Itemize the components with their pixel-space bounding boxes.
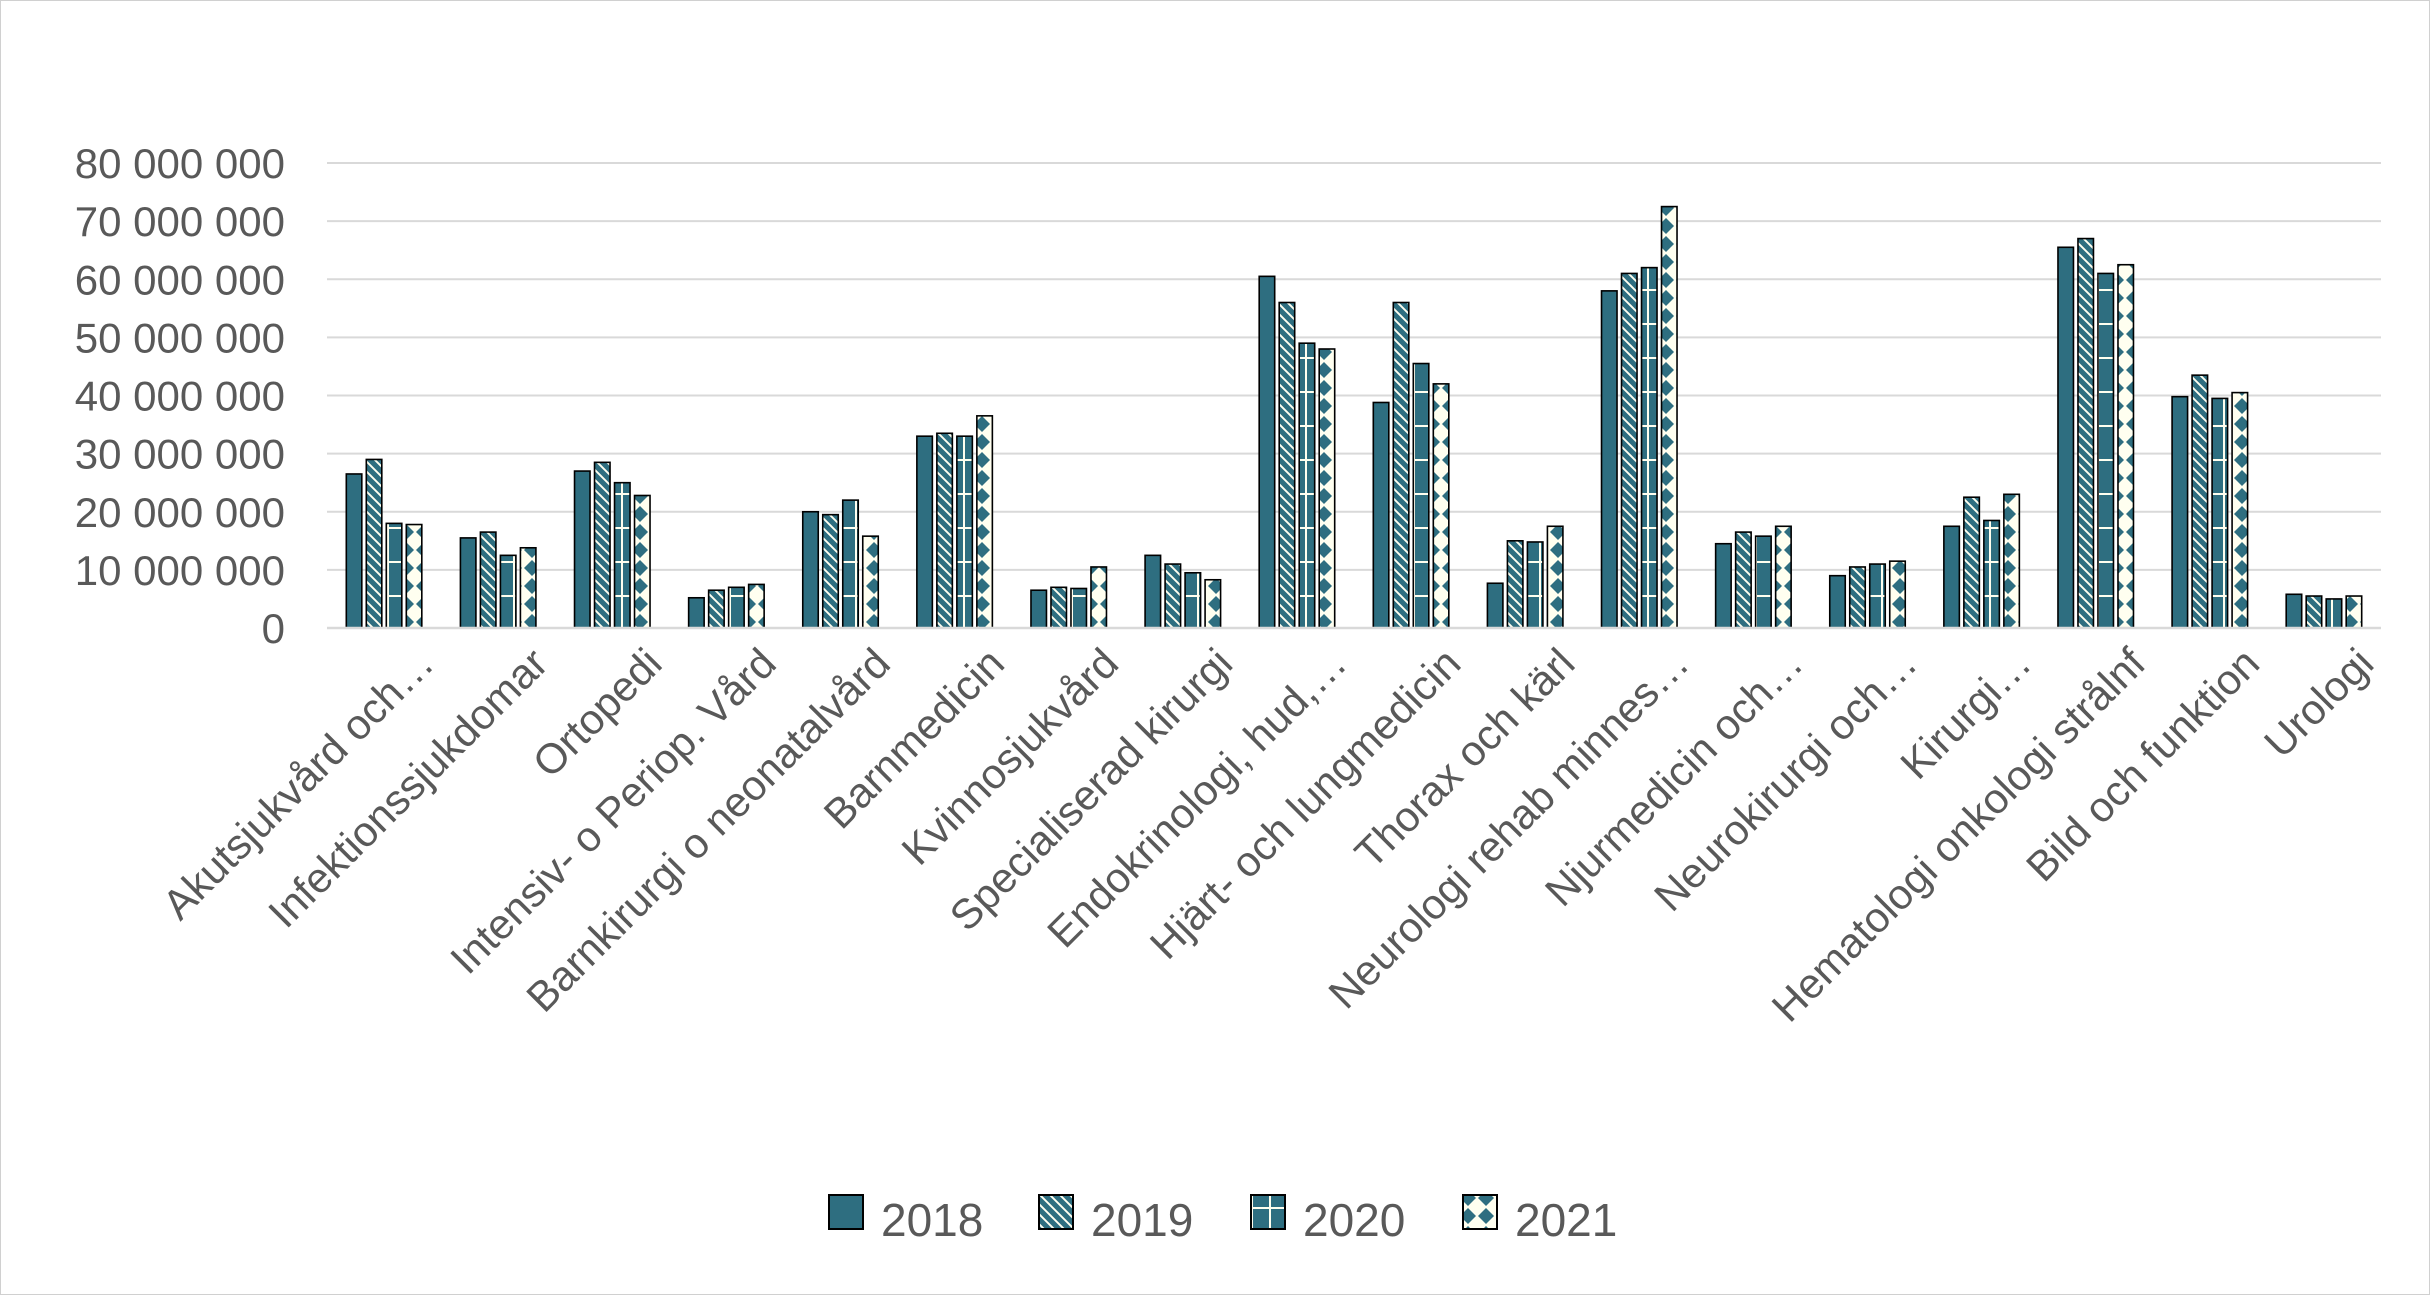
bar-2019-12 xyxy=(1620,272,1638,629)
bar-2021-4 xyxy=(747,583,765,629)
bar-2021-11 xyxy=(1546,525,1564,629)
bar-2020-7 xyxy=(1070,587,1088,629)
bar-2020-9 xyxy=(1298,342,1316,629)
bar-2021-16 xyxy=(2117,263,2135,629)
legend-label-2020: 2020 xyxy=(1303,1194,1405,1246)
y-tick-label: 30 000 000 xyxy=(75,431,285,478)
bar-2018-4 xyxy=(687,596,705,629)
bar-2019-9 xyxy=(1278,301,1296,629)
bar-2018-10 xyxy=(1372,401,1390,629)
bar-2018-8 xyxy=(1144,554,1162,629)
bar-2020-3 xyxy=(613,481,631,629)
bar-2018-18 xyxy=(2285,593,2303,629)
bar-2018-13 xyxy=(1714,542,1732,629)
bar-2018-16 xyxy=(2057,246,2075,629)
y-tick-label: 40 000 000 xyxy=(75,373,285,420)
bar-2021-15 xyxy=(2003,493,2021,629)
bar-2020-16 xyxy=(2097,272,2115,629)
bar-2020-4 xyxy=(727,586,745,629)
bar-2019-7 xyxy=(1050,586,1068,629)
legend-swatch-2020 xyxy=(1250,1194,1286,1230)
bar-2019-17 xyxy=(2191,374,2209,629)
legend-swatch-2019 xyxy=(1038,1194,1074,1230)
bar-2018-2 xyxy=(459,537,477,629)
x-tick-label: Urologi xyxy=(2255,639,2382,766)
bar-2019-16 xyxy=(2077,237,2095,629)
bar-2020-10 xyxy=(1412,362,1430,629)
bar-2018-11 xyxy=(1486,582,1504,629)
bar-2021-10 xyxy=(1432,383,1450,629)
bar-2020-8 xyxy=(1184,571,1202,629)
bar-2018-9 xyxy=(1258,275,1276,629)
y-tick-label: 0 xyxy=(262,605,285,652)
bar-2019-14 xyxy=(1848,566,1867,629)
bar-2021-6 xyxy=(976,415,994,629)
bar-2020-17 xyxy=(2211,397,2229,629)
bar-2019-11 xyxy=(1506,540,1524,629)
bar-2019-8 xyxy=(1164,563,1182,629)
bar-2018-3 xyxy=(573,470,591,629)
bar-2020-13 xyxy=(1754,535,1772,629)
y-axis-ticks: 0 10 000 000 20 000 000 30 000 000 40 000 00… xyxy=(75,140,285,652)
bar-2021-18 xyxy=(2345,595,2363,629)
bar-2018-1 xyxy=(345,473,363,629)
bar-2018-15 xyxy=(1943,525,1961,629)
bar-2020-14 xyxy=(1868,563,1887,629)
bar-2020-18 xyxy=(2325,598,2343,629)
legend-swatch-2021 xyxy=(1462,1194,1498,1230)
bar-2021-12 xyxy=(1660,205,1678,629)
y-tick-label: 20 000 000 xyxy=(75,489,285,536)
bar-2020-11 xyxy=(1526,541,1544,629)
bar-2019-15 xyxy=(1963,496,1981,629)
legend-swatch-2018 xyxy=(828,1194,864,1230)
bar-2019-5 xyxy=(821,513,840,629)
y-tick-label: 10 000 000 xyxy=(75,547,285,594)
bar-2019-4 xyxy=(707,589,725,629)
bar-2020-2 xyxy=(499,554,517,629)
y-tick-label: 80 000 000 xyxy=(75,140,285,187)
bar-2019-10 xyxy=(1392,301,1410,629)
bar-2018-5 xyxy=(801,510,820,629)
bar-2021-2 xyxy=(519,546,537,629)
bar-2021-14 xyxy=(1888,560,1907,629)
bar-2021-8 xyxy=(1204,578,1222,629)
bar-2019-3 xyxy=(593,461,611,629)
bar-2021-17 xyxy=(2231,391,2249,629)
bar-2020-1 xyxy=(385,522,403,629)
bar-2019-1 xyxy=(365,458,383,629)
bar-2020-6 xyxy=(956,435,974,629)
bar-2018-6 xyxy=(916,435,934,629)
bar-2020-5 xyxy=(841,499,860,629)
x-axis-labels: Akutsjukvård och…InfektionssjukdomarOrto… xyxy=(153,639,2382,1031)
bar-2019-18 xyxy=(2305,595,2323,629)
bar-2018-7 xyxy=(1030,589,1048,629)
bar-2021-1 xyxy=(405,523,423,629)
y-tick-label: 70 000 000 xyxy=(75,198,285,245)
legend-label-2021: 2021 xyxy=(1515,1194,1617,1246)
y-tick-label: 60 000 000 xyxy=(75,256,285,303)
bar-2018-12 xyxy=(1600,290,1618,629)
bar-2021-13 xyxy=(1774,525,1792,629)
y-tick-label: 50 000 000 xyxy=(75,314,285,361)
bar-2018-14 xyxy=(1828,574,1847,629)
gridlines xyxy=(327,162,2381,629)
bars xyxy=(327,205,2381,630)
bar-2020-15 xyxy=(1983,519,2001,629)
bar-2021-3 xyxy=(633,494,651,629)
legend-label-2019: 2019 xyxy=(1091,1194,1193,1246)
bar-2021-5 xyxy=(861,535,880,629)
legend: 2018 2019 2020 2021 xyxy=(828,1194,1617,1246)
legend-label-2018: 2018 xyxy=(881,1194,983,1246)
bar-2018-17 xyxy=(2171,395,2189,629)
bar-2021-9 xyxy=(1318,348,1336,629)
bar-2019-2 xyxy=(479,531,497,629)
bar-2019-13 xyxy=(1734,531,1752,629)
bar-2020-12 xyxy=(1640,266,1658,629)
bar-2021-7 xyxy=(1090,566,1108,629)
bar-2019-6 xyxy=(936,432,954,629)
